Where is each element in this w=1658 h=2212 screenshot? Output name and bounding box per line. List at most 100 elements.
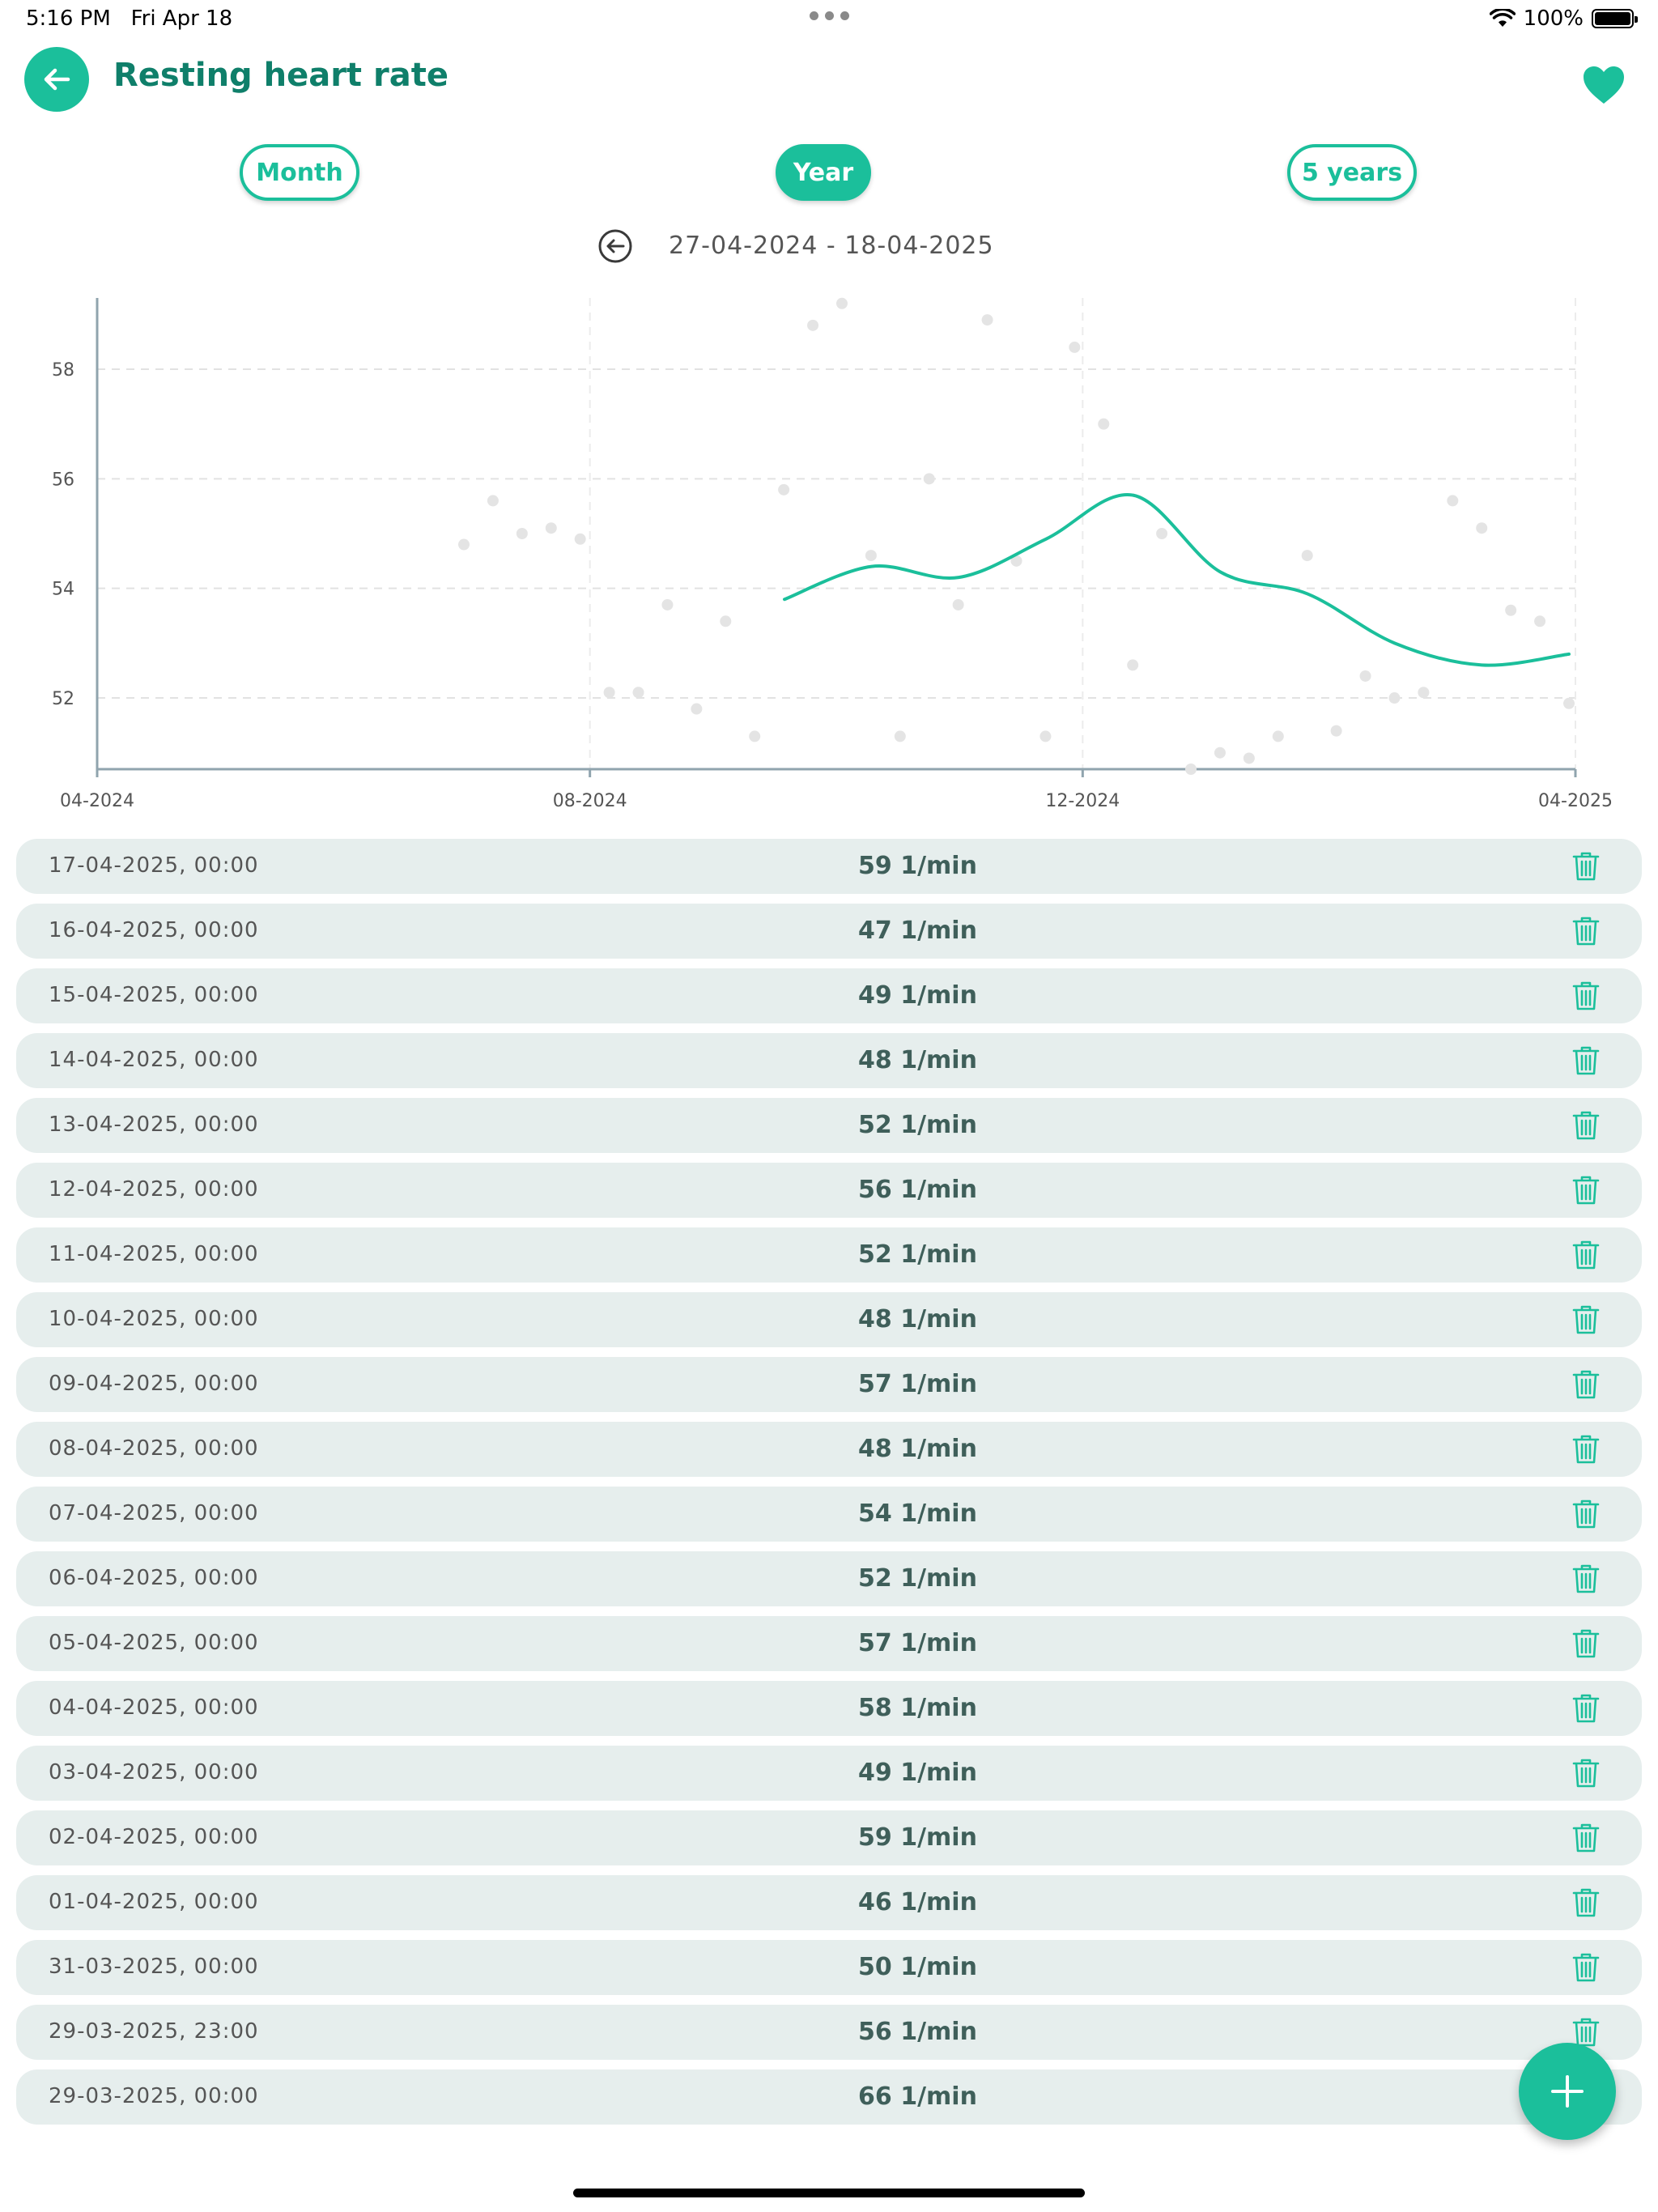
data-point <box>1301 550 1313 562</box>
data-point <box>1505 604 1517 616</box>
data-point <box>545 522 557 534</box>
entry-value: 54 1/min <box>858 1499 977 1528</box>
trash-icon[interactable] <box>1572 1952 1600 1983</box>
trash-icon[interactable] <box>1572 1758 1600 1789</box>
list-item[interactable]: 03-04-2025, 00:00 49 1/min <box>16 1746 1642 1801</box>
list-item[interactable]: 14-04-2025, 00:00 48 1/min <box>16 1033 1642 1088</box>
entry-date: 12-04-2025, 00:00 <box>49 1177 259 1202</box>
list-item[interactable]: 10-04-2025, 00:00 48 1/min <box>16 1292 1642 1347</box>
entry-date: 05-04-2025, 00:00 <box>49 1631 259 1655</box>
data-point <box>487 495 499 507</box>
x-tick-label: 04-2025 <box>1538 791 1613 811</box>
battery-icon <box>1592 9 1638 28</box>
data-point <box>1447 495 1459 507</box>
data-point <box>923 473 935 485</box>
list-item[interactable]: 01-04-2025, 00:00 46 1/min <box>16 1875 1642 1930</box>
entry-date: 14-04-2025, 00:00 <box>49 1048 259 1072</box>
trash-icon[interactable] <box>1572 981 1600 1011</box>
entry-value: 57 1/min <box>858 1370 977 1398</box>
x-tick-label: 04-2024 <box>60 791 134 811</box>
back-button[interactable] <box>24 47 89 112</box>
tab-year[interactable]: Year <box>776 144 871 201</box>
data-point <box>1563 697 1575 709</box>
trash-icon[interactable] <box>1572 1304 1600 1335</box>
data-point <box>778 483 790 496</box>
trash-icon[interactable] <box>1572 1628 1600 1659</box>
data-point <box>1156 528 1168 539</box>
add-entry-button[interactable] <box>1519 2043 1616 2140</box>
y-tick-label: 52 <box>52 689 74 709</box>
list-item[interactable]: 02-04-2025, 00:00 59 1/min <box>16 1810 1642 1865</box>
entries-list: 17-04-2025, 00:00 59 1/min 16-04-2025, 00:… <box>16 839 1642 2134</box>
list-item[interactable]: 31-03-2025, 00:00 50 1/min <box>16 1940 1642 1995</box>
wifi-icon <box>1489 9 1516 27</box>
heart-icon[interactable] <box>1582 65 1626 105</box>
data-point <box>1185 764 1197 775</box>
page-title: Resting heart rate <box>113 57 449 94</box>
entry-date: 07-04-2025, 00:00 <box>49 1501 259 1525</box>
entry-date: 09-04-2025, 00:00 <box>49 1372 259 1396</box>
trash-icon[interactable] <box>1572 1175 1600 1206</box>
tab-month[interactable]: Month <box>240 144 359 201</box>
list-item[interactable]: 08-04-2025, 00:00 48 1/min <box>16 1422 1642 1477</box>
data-point <box>1388 692 1401 704</box>
previous-range-icon[interactable] <box>597 228 633 264</box>
list-item[interactable]: 11-04-2025, 00:00 52 1/min <box>16 1227 1642 1283</box>
trash-icon[interactable] <box>1572 1110 1600 1141</box>
list-item[interactable]: 09-04-2025, 00:00 57 1/min <box>16 1357 1642 1412</box>
entry-date: 29-03-2025, 23:00 <box>49 2019 259 2044</box>
trash-icon[interactable] <box>1572 1563 1600 1594</box>
trash-icon[interactable] <box>1572 916 1600 946</box>
trash-icon[interactable] <box>1572 1887 1600 1918</box>
entry-value: 46 1/min <box>858 1888 977 1916</box>
list-item[interactable]: 13-04-2025, 00:00 52 1/min <box>16 1098 1642 1153</box>
data-point <box>1098 418 1110 430</box>
list-item[interactable]: 12-04-2025, 00:00 56 1/min <box>16 1163 1642 1218</box>
status-date: Fri Apr 18 <box>130 6 233 31</box>
data-point <box>632 687 644 699</box>
heart-rate-chart: 52 54 56 58 04-2024 08-2024 12-2024 04-2025 <box>52 297 1613 811</box>
entry-date: 08-04-2025, 00:00 <box>49 1436 259 1461</box>
list-item[interactable]: 07-04-2025, 00:00 54 1/min <box>16 1487 1642 1542</box>
status-clock: 5:16 PM <box>26 6 111 31</box>
list-item[interactable]: 04-04-2025, 00:00 58 1/min <box>16 1681 1642 1736</box>
entry-value: 52 1/min <box>858 1111 977 1139</box>
status-bar: 5:16 PM Fri Apr 18 100% <box>0 0 1658 39</box>
entry-value: 49 1/min <box>858 1759 977 1787</box>
list-item[interactable]: 29-03-2025, 23:00 56 1/min <box>16 2005 1642 2060</box>
data-point <box>1476 522 1488 534</box>
entry-value: 48 1/min <box>858 1305 977 1334</box>
trash-icon[interactable] <box>1572 1434 1600 1465</box>
data-point <box>516 528 528 539</box>
list-item[interactable]: 15-04-2025, 00:00 49 1/min <box>16 968 1642 1023</box>
data-point <box>661 598 674 610</box>
entry-value: 56 1/min <box>858 2018 977 2046</box>
entry-value: 52 1/min <box>858 1564 977 1593</box>
list-item[interactable]: 16-04-2025, 00:00 47 1/min <box>16 904 1642 959</box>
trash-icon[interactable] <box>1572 1240 1600 1270</box>
list-item[interactable]: 05-04-2025, 00:00 57 1/min <box>16 1616 1642 1671</box>
list-item[interactable]: 17-04-2025, 00:00 59 1/min <box>16 839 1642 894</box>
tab-5-years[interactable]: 5 years <box>1287 144 1417 201</box>
trash-icon[interactable] <box>1572 1045 1600 1076</box>
multitasking-dots-icon[interactable] <box>810 11 849 20</box>
trash-icon[interactable] <box>1572 1823 1600 1853</box>
entry-date: 13-04-2025, 00:00 <box>49 1112 259 1137</box>
trash-icon[interactable] <box>1572 851 1600 882</box>
data-point <box>952 598 964 610</box>
data-point <box>691 703 703 715</box>
entry-value: 48 1/min <box>858 1435 977 1463</box>
list-item[interactable]: 29-03-2025, 00:00 66 1/min <box>16 2069 1642 2125</box>
trash-icon[interactable] <box>1572 1499 1600 1529</box>
x-tick-label: 08-2024 <box>553 791 627 811</box>
list-item[interactable]: 06-04-2025, 00:00 52 1/min <box>16 1551 1642 1606</box>
entry-date: 10-04-2025, 00:00 <box>49 1307 259 1331</box>
trash-icon[interactable] <box>1572 1369 1600 1400</box>
arrow-left-icon <box>44 68 70 91</box>
entry-value: 49 1/min <box>858 981 977 1010</box>
trash-icon[interactable] <box>1572 1693 1600 1724</box>
entry-value: 59 1/min <box>858 1823 977 1852</box>
trash-icon[interactable] <box>1572 2017 1600 2048</box>
entry-date: 06-04-2025, 00:00 <box>49 1566 259 1590</box>
entry-date: 17-04-2025, 00:00 <box>49 853 259 878</box>
